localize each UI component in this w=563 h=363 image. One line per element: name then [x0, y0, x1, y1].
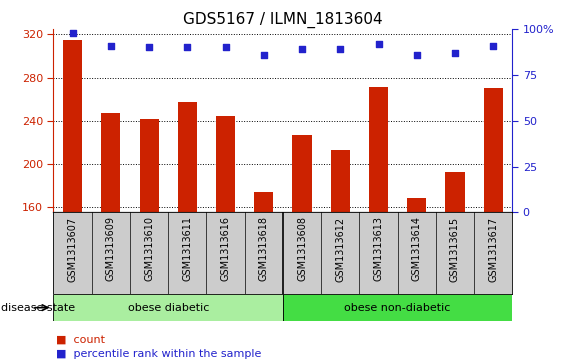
- Bar: [445, 172, 464, 212]
- Bar: [178, 102, 197, 212]
- Text: GSM1313610: GSM1313610: [144, 216, 154, 281]
- Point: [489, 42, 498, 48]
- Text: ■  count: ■ count: [56, 334, 105, 344]
- Text: GSM1313618: GSM1313618: [259, 216, 269, 281]
- Bar: [216, 117, 235, 212]
- Text: GSM1313608: GSM1313608: [297, 216, 307, 281]
- Point: [145, 45, 154, 50]
- Text: ■  percentile rank within the sample: ■ percentile rank within the sample: [56, 349, 262, 359]
- Bar: [407, 198, 426, 212]
- Text: GSM1313612: GSM1313612: [335, 216, 345, 282]
- Text: GSM1313609: GSM1313609: [106, 216, 116, 281]
- Bar: [101, 113, 120, 212]
- Bar: [283, 294, 512, 321]
- Bar: [140, 119, 159, 212]
- Bar: [484, 88, 503, 212]
- Text: GSM1313616: GSM1313616: [221, 216, 231, 281]
- Text: obese diabetic: obese diabetic: [127, 303, 209, 313]
- Text: GSM1313614: GSM1313614: [412, 216, 422, 281]
- Point: [374, 41, 383, 46]
- Text: GSM1313613: GSM1313613: [373, 216, 383, 281]
- Bar: [254, 192, 274, 212]
- Point: [68, 30, 77, 36]
- Bar: [330, 150, 350, 212]
- Point: [336, 46, 345, 52]
- Text: GSM1313611: GSM1313611: [182, 216, 193, 281]
- Text: GSM1313615: GSM1313615: [450, 216, 460, 282]
- Bar: [53, 294, 283, 321]
- Title: GDS5167 / ILMN_1813604: GDS5167 / ILMN_1813604: [183, 12, 383, 28]
- Point: [183, 45, 192, 50]
- Point: [412, 52, 421, 58]
- Point: [450, 50, 459, 56]
- Point: [260, 52, 269, 58]
- Point: [221, 45, 230, 50]
- Text: obese non-diabetic: obese non-diabetic: [345, 303, 451, 313]
- Text: GSM1313617: GSM1313617: [488, 216, 498, 282]
- Bar: [292, 135, 311, 212]
- Point: [297, 46, 306, 52]
- Bar: [369, 87, 388, 212]
- Bar: [63, 40, 82, 212]
- Text: disease state: disease state: [1, 303, 75, 313]
- Text: GSM1313607: GSM1313607: [68, 216, 78, 282]
- Point: [106, 42, 115, 48]
